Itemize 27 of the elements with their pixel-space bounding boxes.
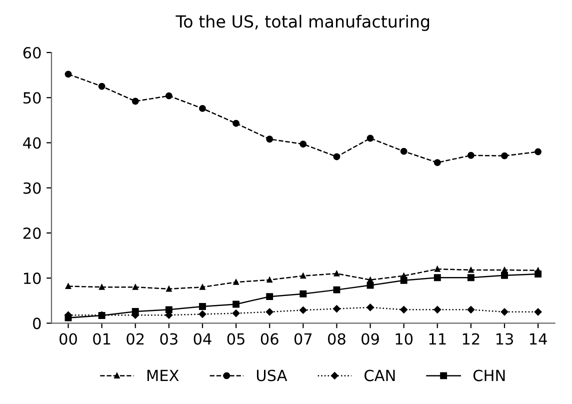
- x-tick-label: 13: [496, 333, 513, 345]
- chart-title: To the US, total manufacturing: [176, 14, 430, 31]
- y-tick-label: 0: [33, 318, 41, 330]
- legend-label: CHN: [473, 370, 505, 382]
- y-tick-label: 40: [23, 137, 41, 149]
- x-tick-label: 02: [126, 333, 144, 345]
- x-tick-label: 04: [194, 333, 212, 345]
- x-tick-label: 11: [429, 333, 446, 345]
- x-tick-label: 01: [93, 333, 110, 345]
- legend-label: MEX: [147, 370, 179, 382]
- x-tick-label: 08: [328, 333, 346, 345]
- y-tick-label: 30: [23, 182, 41, 194]
- y-tick-label: 50: [23, 92, 41, 104]
- x-tick-label: 05: [227, 333, 244, 345]
- x-tick-label: 07: [294, 333, 312, 345]
- x-tick-label: 12: [462, 333, 480, 345]
- y-tick-label: 20: [23, 227, 41, 239]
- legend-label: USA: [256, 370, 288, 382]
- x-tick-label: 10: [396, 333, 413, 345]
- x-tick-label: 06: [260, 333, 278, 345]
- legend-label: CAN: [364, 370, 395, 382]
- x-tick-label: 00: [60, 333, 77, 345]
- y-tick-label: 60: [23, 46, 41, 59]
- x-tick-label: 09: [362, 333, 379, 345]
- y-tick-label: 10: [24, 272, 41, 284]
- x-tick-label: 14: [530, 333, 547, 345]
- x-tick-label: 03: [160, 333, 178, 345]
